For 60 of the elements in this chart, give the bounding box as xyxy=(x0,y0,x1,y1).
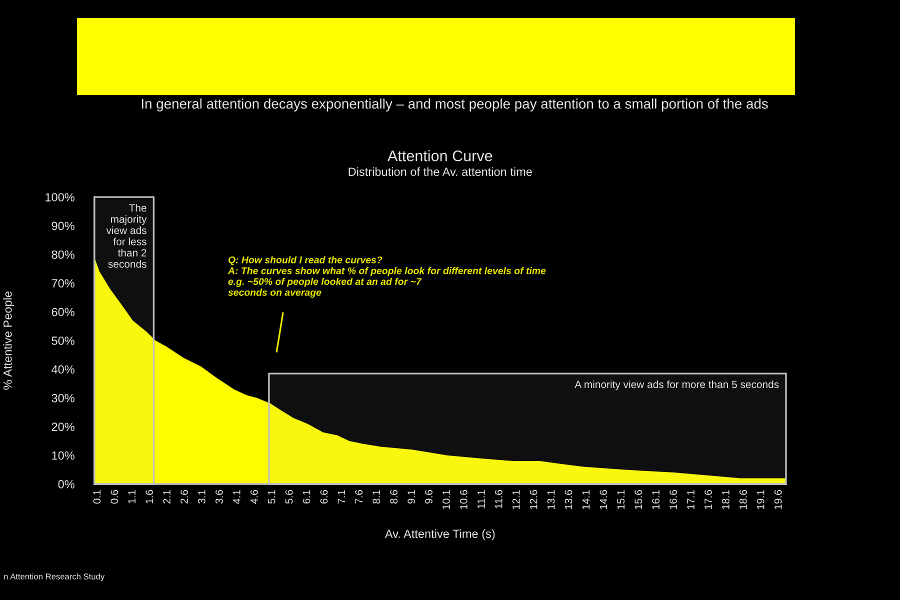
x-tick-label: 12.1 xyxy=(512,490,520,510)
x-tick-label: 18.1 xyxy=(722,490,730,510)
x-axis-title: Av. Attentive Time (s) xyxy=(384,529,495,540)
y-tick-label: 40% xyxy=(52,365,74,374)
x-tick-label: 17.6 xyxy=(704,490,712,510)
y-tick-label: 20% xyxy=(52,422,74,432)
x-tick-label: 15.6 xyxy=(634,490,642,510)
y-tick-label: 0% xyxy=(58,480,74,488)
chart-title: Attention Curve xyxy=(388,150,492,162)
x-tick-label: 15.1 xyxy=(617,490,625,510)
y-tick-label: 10% xyxy=(52,451,74,460)
text: n Attention Research Study xyxy=(4,573,105,582)
x-tick-label: 6.1 xyxy=(302,490,310,504)
x-tick-label: 5.6 xyxy=(285,490,293,504)
y-axis-title: % Attentive People xyxy=(3,292,14,390)
band-label: A minority view ads for more than 5 seconds xyxy=(574,380,779,390)
x-tick-label: 6.6 xyxy=(320,490,328,504)
x-tick-label: 10.1 xyxy=(442,490,450,510)
x-tick-label: 13.1 xyxy=(547,490,555,510)
x-tick-label: 3.1 xyxy=(198,490,206,504)
x-tick-label: 2.1 xyxy=(163,490,170,504)
y-tick-label: 100% xyxy=(46,193,74,202)
x-tick-label: 1.1 xyxy=(128,490,136,504)
x-tick-label: 16.1 xyxy=(652,490,660,510)
x-tick-label: 18.6 xyxy=(739,490,747,510)
y-tick-label: 60% xyxy=(52,308,74,316)
annotation: Q: How should I read the curves? A: The curves show what % of people look for different levels of time e.g. ~50% of people looked at an ad for ~7 seconds on average xyxy=(228,256,546,298)
x-tick-label: 3.6 xyxy=(215,490,223,504)
x-tick-label: 10.6 xyxy=(460,490,468,510)
y-tick-label: 30% xyxy=(52,394,74,402)
x-tick-label: 0.6 xyxy=(110,490,118,504)
y-tick-label: 90% xyxy=(52,222,74,230)
x-tick-label: 17.1 xyxy=(687,490,694,510)
x-tick-label: 13.6 xyxy=(564,490,572,510)
x-tick-label: 19.1 xyxy=(756,490,764,510)
x-tick-label: 7.6 xyxy=(355,490,363,504)
y-tick-label: 50% xyxy=(52,336,74,345)
chart-subtitle: Distribution of the Av. attention time xyxy=(348,167,532,176)
x-tick-label: 9.6 xyxy=(425,490,432,504)
x-tick-label: 16.6 xyxy=(670,490,677,510)
x-tick-label: 9.1 xyxy=(408,490,415,504)
x-tick-label: 14.1 xyxy=(582,490,590,510)
x-tick-label: 8.6 xyxy=(390,490,398,504)
y-tick-label: 70% xyxy=(52,279,74,288)
x-tick-label: 11.1 xyxy=(478,490,485,508)
x-tick-label: 7.1 xyxy=(338,490,346,504)
x-tick-label: 5.1 xyxy=(268,490,276,504)
x-tick-label: 1.6 xyxy=(146,490,154,504)
x-tick-label: 12.6 xyxy=(530,490,538,510)
y-tick-label: 80% xyxy=(52,250,74,259)
x-tick-label: 11.6 xyxy=(494,490,502,508)
x-tick-label: 2.6 xyxy=(180,490,188,504)
x-tick-label: 0.1 xyxy=(93,490,101,504)
band-label: The majority view ads for less than 2 seconds xyxy=(106,204,147,268)
x-tick-label: 4.6 xyxy=(250,490,258,504)
x-tick-label: 19.6 xyxy=(774,490,782,510)
x-tick-label: 4.1 xyxy=(233,490,240,504)
text: In general attention decays exponentially – and most people pay attention to a small portion of the ads xyxy=(142,98,768,112)
x-tick-label: 14.6 xyxy=(600,490,608,510)
x-tick-label: 8.1 xyxy=(372,490,380,504)
